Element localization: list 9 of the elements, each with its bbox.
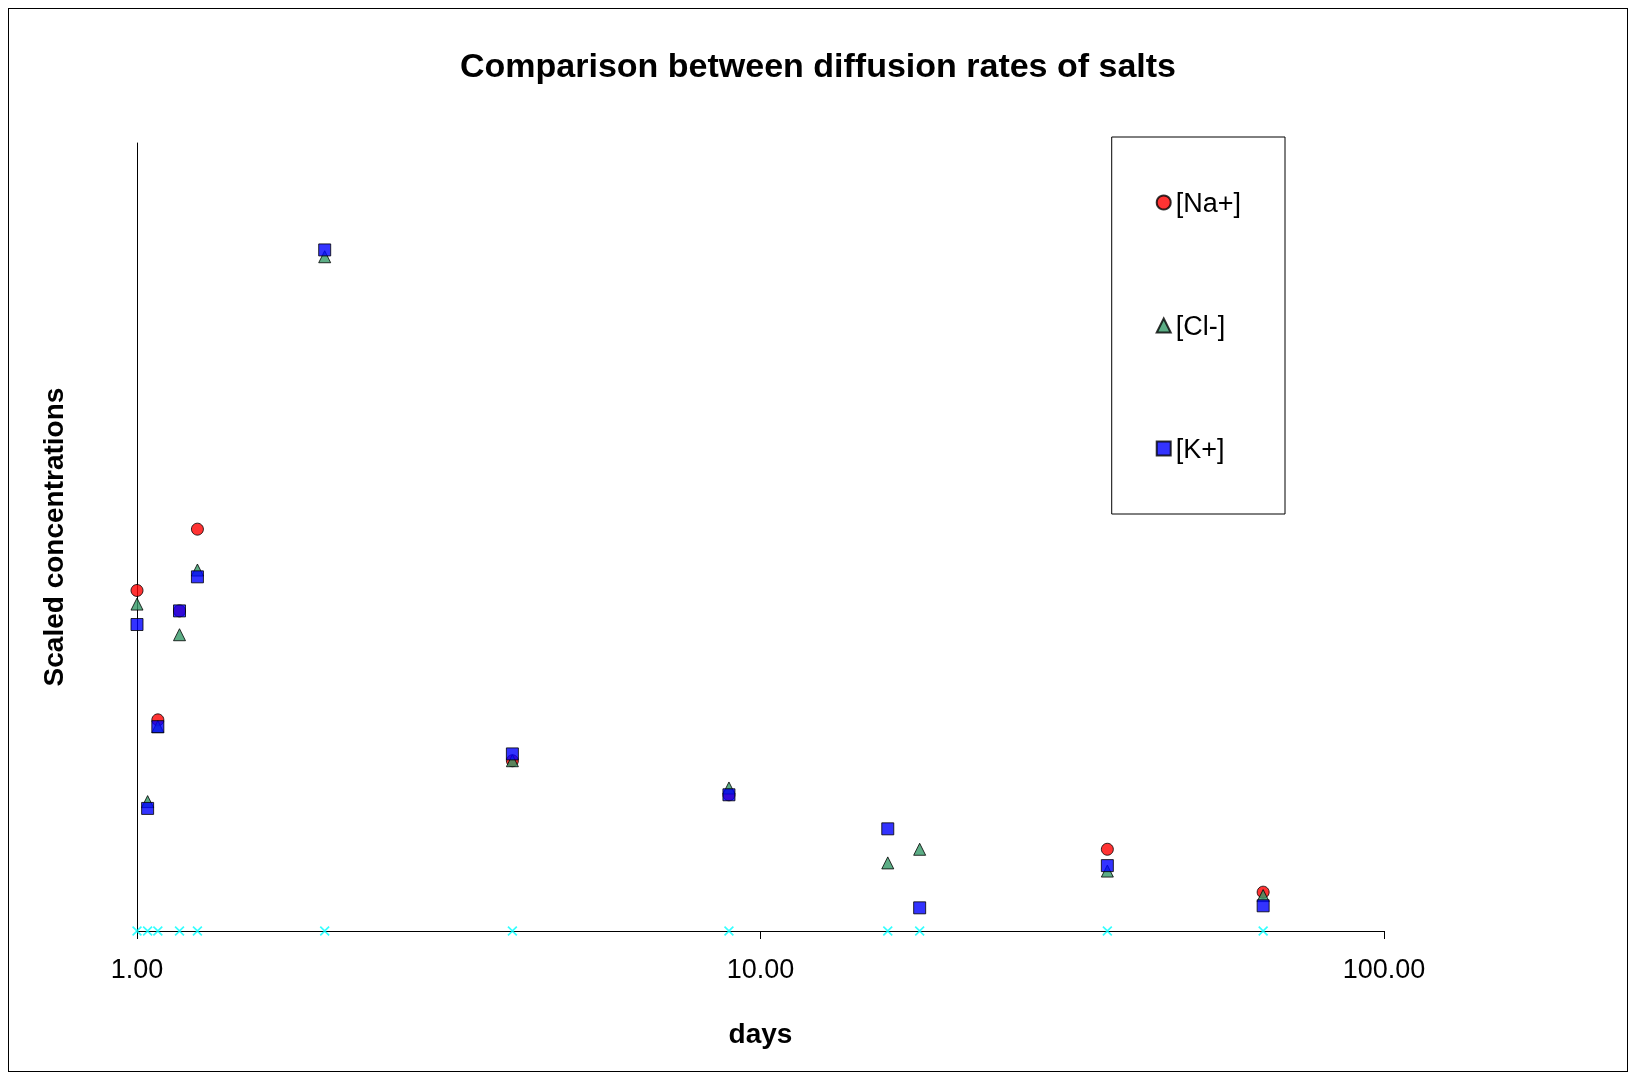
x-tick-label: 10.00 bbox=[726, 953, 795, 984]
chart-title: Comparison between diffusion rates of salts bbox=[459, 46, 1177, 84]
x-tick-label: 1.00 bbox=[110, 953, 164, 984]
legend-label: [Na+] bbox=[1175, 187, 1242, 218]
legend-label: [K+] bbox=[1175, 433, 1225, 464]
x-tick-label: 100.00 bbox=[1342, 953, 1426, 984]
x-axis-title: days bbox=[728, 1017, 793, 1049]
legend-label: [Cl-] bbox=[1175, 310, 1226, 341]
y-axis-title: Scaled concentrations bbox=[37, 387, 69, 687]
